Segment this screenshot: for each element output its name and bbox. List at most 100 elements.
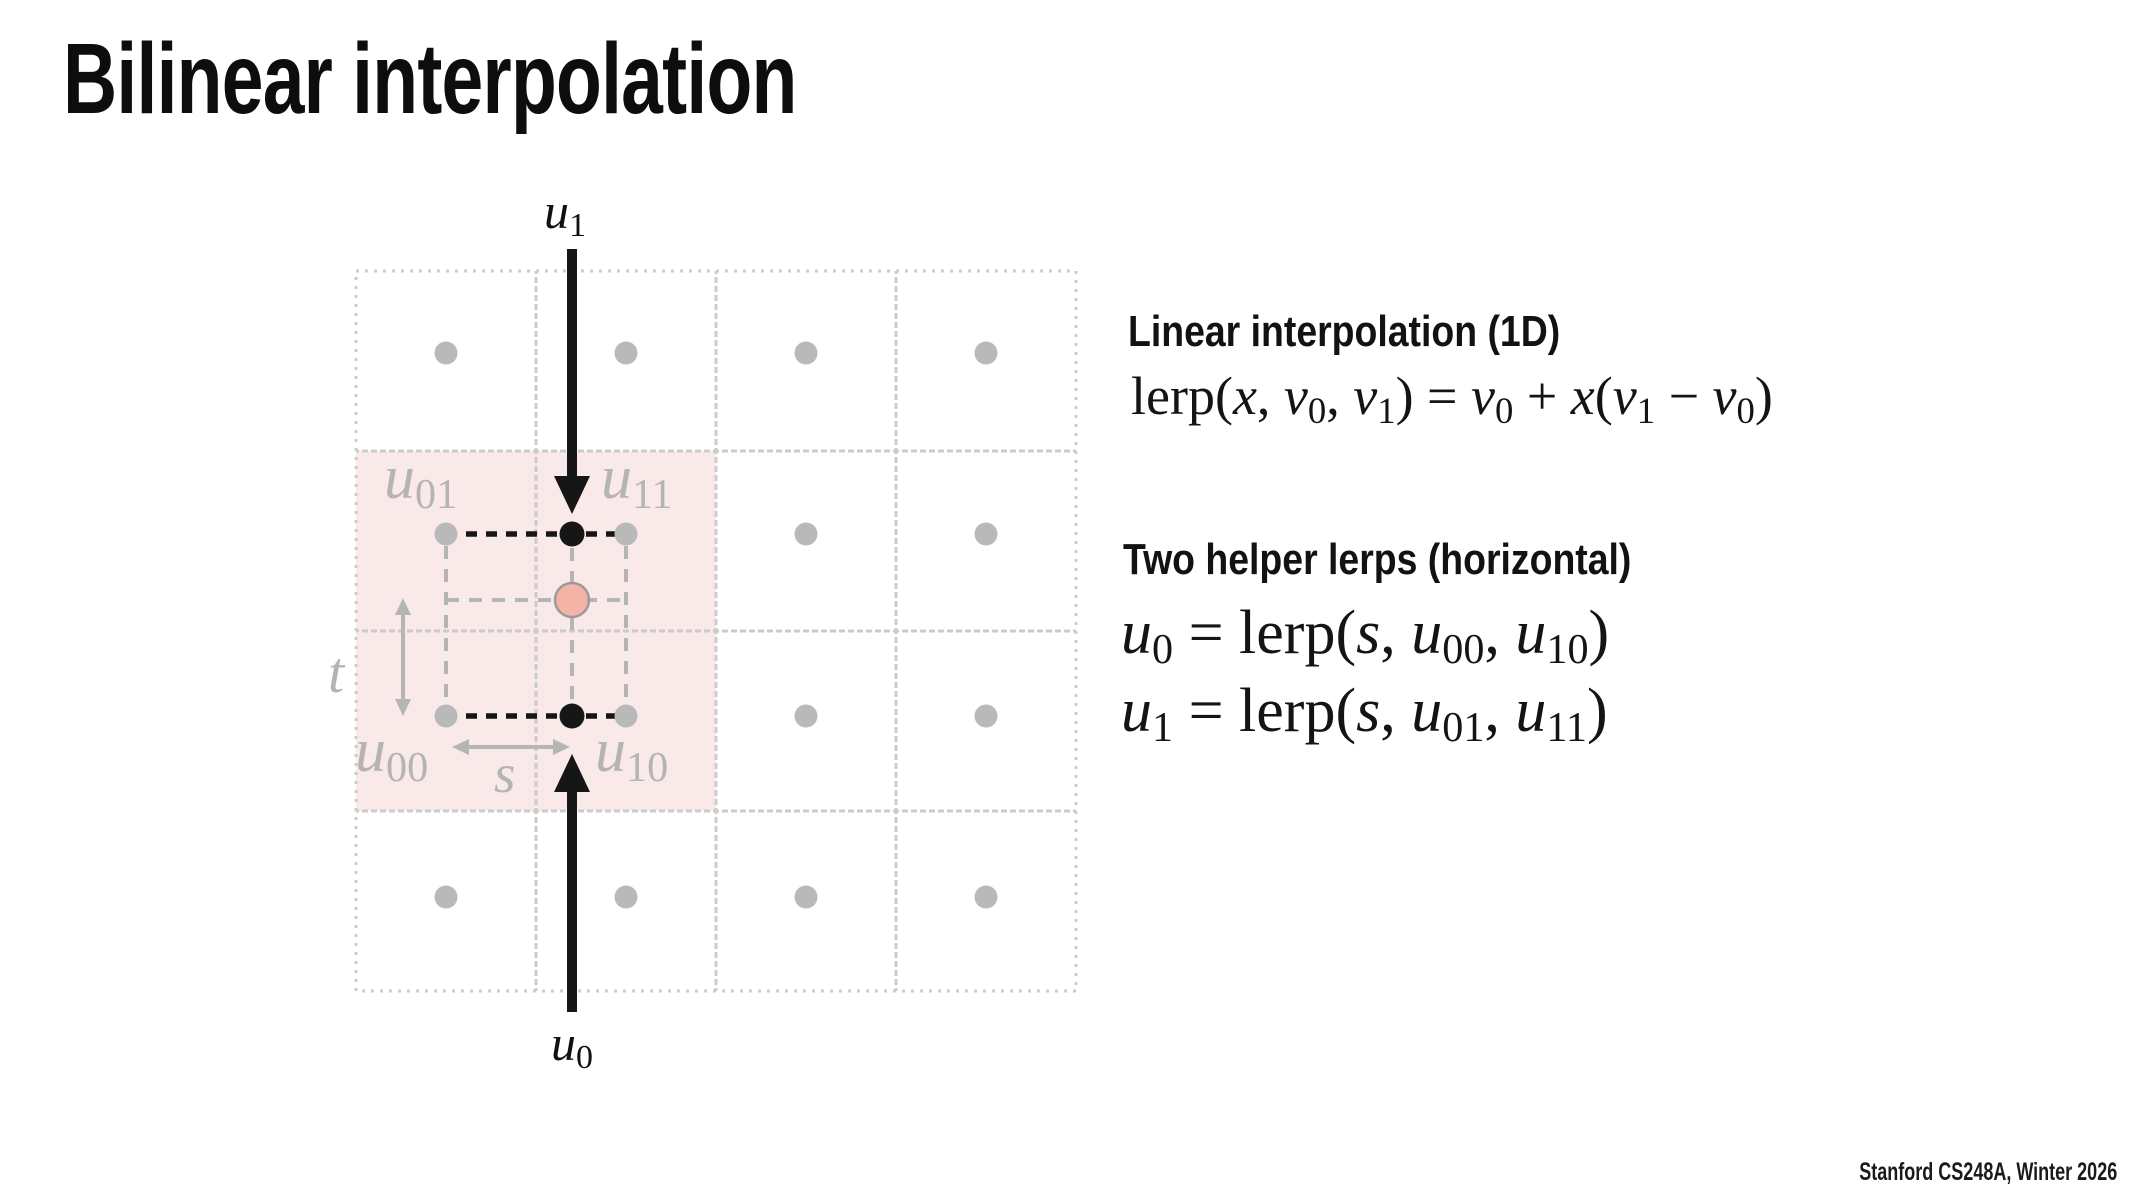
label-u10: u10	[595, 720, 668, 789]
math-token: u	[595, 717, 626, 785]
label-s: s	[494, 746, 515, 801]
heading-linear-interpolation: Linear interpolation (1D)	[1128, 307, 1561, 356]
math-token: u	[1121, 599, 1152, 667]
math-token: 10	[1546, 626, 1589, 674]
math-token: 10	[626, 744, 669, 792]
math-token: ,	[1380, 677, 1412, 745]
label-u1: u1	[544, 186, 586, 243]
math-token: 1	[1377, 389, 1396, 431]
math-token: u	[384, 444, 415, 512]
grid-cell	[714, 269, 898, 453]
math-token: )	[1754, 366, 1773, 426]
math-token: 0	[1307, 389, 1327, 431]
math-token: x	[1570, 366, 1595, 426]
math-token: −	[1655, 366, 1713, 426]
sample-point-dot	[553, 581, 591, 619]
math-token: u	[1515, 599, 1547, 667]
math-token: lerp(	[1239, 599, 1357, 667]
math-token: 01	[415, 471, 458, 519]
helper-point-u1	[559, 521, 585, 547]
texel-dot	[974, 522, 998, 546]
texel-dot	[794, 885, 818, 909]
grid-cell	[534, 809, 718, 993]
math-token: s	[1356, 677, 1381, 745]
math-token: u	[1515, 677, 1547, 745]
course-footer: Stanford CS248A, Winter 2026	[1859, 1158, 2117, 1186]
grid-cell	[714, 809, 898, 993]
math-token: u	[601, 444, 632, 512]
texel-dot	[434, 522, 458, 546]
label-u0: u0	[551, 1018, 593, 1075]
texel-dot	[974, 341, 998, 365]
math-token: v	[1471, 366, 1495, 426]
grid-cell	[354, 269, 538, 453]
math-token: u	[1411, 677, 1443, 745]
math-token: v	[1612, 366, 1637, 426]
texel-dot	[794, 341, 818, 365]
math-token: s	[494, 743, 516, 804]
grid-cell	[894, 449, 1078, 633]
math-token: t	[328, 640, 345, 705]
formula-helper-u0: u0 = lerp(s, u00, u10)	[1121, 602, 1609, 671]
formula-helper-u1: u1 = lerp(s, u01, u11)	[1121, 680, 1608, 749]
math-token: 0	[1494, 389, 1514, 431]
texel-dot	[434, 704, 458, 728]
u0-arrowhead	[554, 754, 590, 792]
math-token: 11	[632, 471, 673, 519]
grid-cell	[714, 449, 898, 633]
t-arrowhead-down	[395, 699, 411, 716]
grid-cell	[714, 629, 898, 813]
t-arrowhead-up	[395, 598, 411, 615]
math-token: ,	[1326, 366, 1354, 426]
grid-cell	[894, 629, 1078, 813]
math-token: u	[551, 1015, 576, 1071]
math-token: u	[355, 717, 386, 785]
math-token: 1	[569, 207, 586, 245]
math-token: (	[1594, 366, 1613, 426]
math-token: )	[1586, 677, 1608, 745]
math-token: 1	[1152, 704, 1174, 752]
heading-two-helper-lerps: Two helper lerps (horizontal)	[1123, 535, 1632, 584]
math-token: =	[1173, 599, 1240, 667]
math-token: 0	[1152, 626, 1174, 674]
helper-point-u0	[559, 703, 585, 729]
math-token: 0	[1736, 389, 1755, 431]
math-token: ,	[1484, 599, 1516, 667]
s-arrowhead-right	[553, 739, 570, 755]
texel-dot	[614, 522, 638, 546]
texel-dot	[974, 704, 998, 728]
math-token: ,	[1484, 677, 1516, 745]
math-token: 11	[1546, 704, 1587, 752]
math-token: 0	[576, 1039, 593, 1077]
grid-cell	[534, 269, 718, 453]
math-token: 00	[1442, 626, 1485, 674]
math-token: =	[1173, 677, 1240, 745]
math-token: 00	[386, 744, 429, 792]
u1-arrowhead	[554, 476, 590, 514]
texel-dot	[974, 885, 998, 909]
s-arrowhead-left	[452, 739, 469, 755]
label-u11: u11	[601, 447, 673, 516]
math-token: ,	[1380, 599, 1412, 667]
texel-dot	[614, 885, 638, 909]
formula-lerp-definition: lerp(x, v0, v1) = v0 + x(v1 − v0)	[1131, 369, 1773, 430]
math-token: u	[1121, 677, 1152, 745]
math-token: ) =	[1395, 366, 1471, 426]
math-token: v	[1353, 366, 1378, 426]
texel-dot	[794, 522, 818, 546]
grid-cell	[354, 809, 538, 993]
page-title: Bilinear interpolation	[63, 23, 797, 135]
grid-cell	[894, 269, 1078, 453]
math-token: 1	[1636, 389, 1656, 431]
math-token: s	[1356, 599, 1381, 667]
math-token: ,	[1256, 366, 1284, 426]
texel-dot	[434, 341, 458, 365]
grid-cell	[894, 809, 1078, 993]
math-token: v	[1283, 366, 1308, 426]
label-u01: u01	[384, 447, 457, 516]
math-token: u	[544, 183, 569, 239]
math-token: )	[1588, 599, 1610, 667]
math-token: lerp(	[1239, 677, 1357, 745]
